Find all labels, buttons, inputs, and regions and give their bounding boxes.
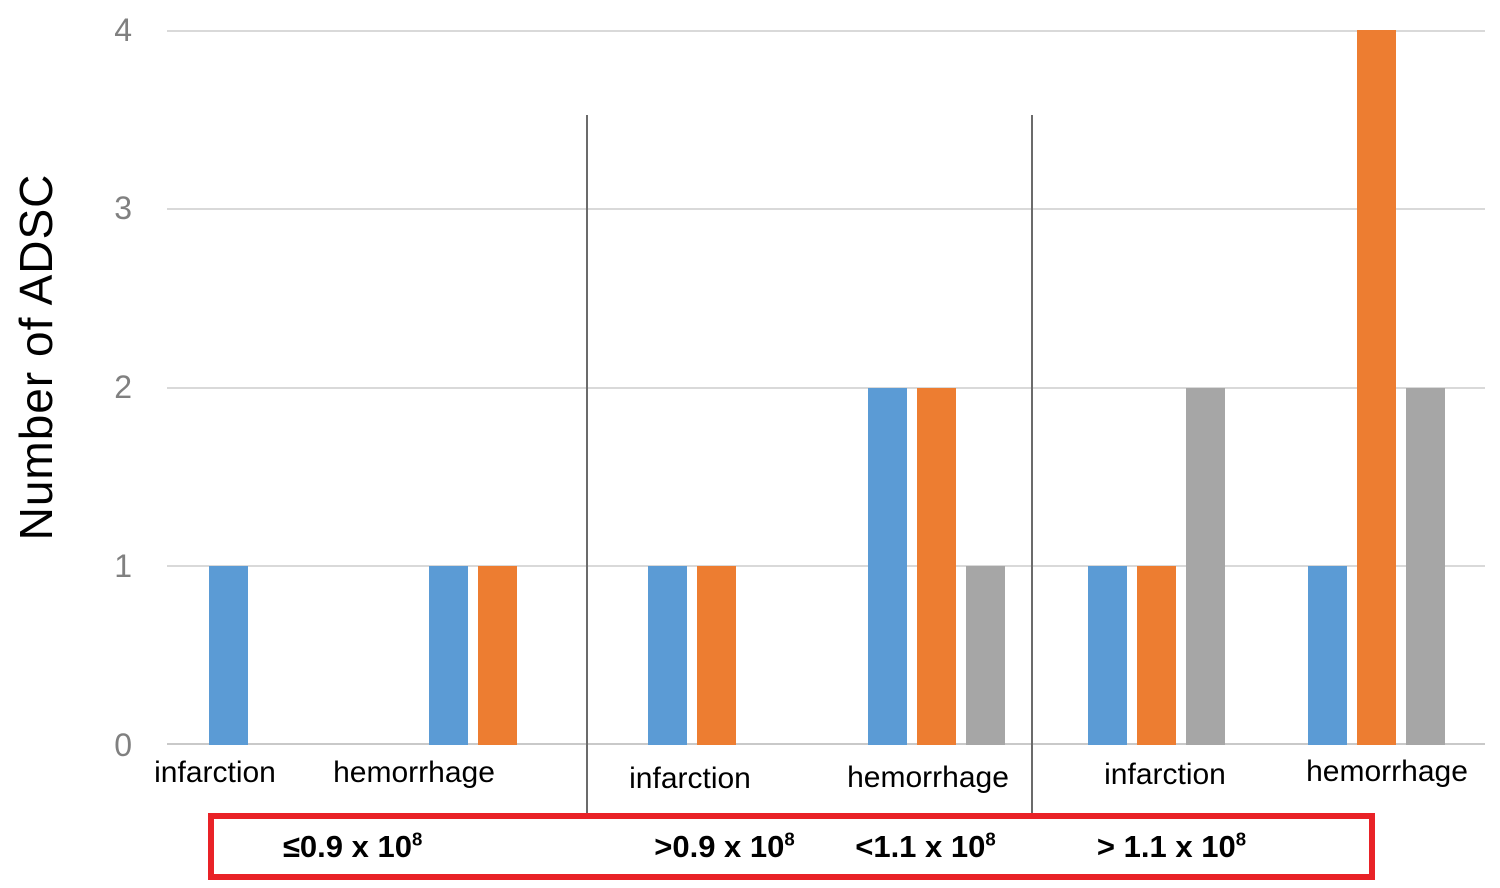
- group-divider-2: [1031, 115, 1033, 813]
- y-tick-1: 1: [114, 548, 132, 584]
- gridline-1: [167, 565, 1485, 567]
- category-label-infarction-3: infarction: [1104, 758, 1226, 791]
- bar-orange-cat6: [1356, 30, 1396, 745]
- gridline-2: [167, 387, 1485, 389]
- bar-blue-cat2: [428, 566, 468, 745]
- y-tick-2: 2: [114, 369, 132, 405]
- bar-gray-cat6: [1405, 387, 1445, 745]
- superscript-8: 8: [411, 828, 423, 850]
- category-label-infarction-2: infarction: [629, 762, 751, 795]
- gridline-3: [167, 208, 1485, 210]
- category-label-infarction-1: infarction: [154, 756, 276, 789]
- y-tick-0: 0: [114, 727, 132, 763]
- dose-label-lt-1p1: <1.1 x 108: [855, 828, 996, 864]
- bar-gray-cat5: [1185, 387, 1225, 745]
- category-label-hemorrhage-1: hemorrhage: [333, 756, 495, 789]
- plot-area: [167, 30, 1485, 745]
- bar-orange-cat5: [1136, 566, 1176, 745]
- y-axis-title: Number of ADSC: [10, 173, 62, 541]
- group-divider-1: [586, 115, 588, 813]
- bar-gray-cat4: [965, 566, 1005, 745]
- superscript-8: 8: [1235, 828, 1247, 850]
- y-tick-3: 3: [114, 190, 132, 226]
- bar-orange-cat4: [916, 387, 956, 745]
- bar-orange-cat2: [477, 566, 517, 745]
- dose-label-gt-1p1: > 1.1 x 108: [1096, 828, 1247, 864]
- gridline-4: [167, 30, 1485, 32]
- bar-blue-cat4: [867, 387, 907, 745]
- superscript-8: 8: [985, 828, 996, 850]
- dose-label-gt-0p9: >0.9 x 108: [654, 828, 795, 864]
- bar-blue-cat1: [208, 566, 248, 745]
- bar-blue-cat3: [647, 566, 687, 745]
- dose-range-box: ≤0.9 x 108 >0.9 x 108 <1.1 x 108 > 1.1 x…: [208, 813, 1375, 880]
- bar-orange-cat3: [696, 566, 736, 745]
- category-label-hemorrhage-2: hemorrhage: [847, 761, 1009, 794]
- y-tick-4: 4: [114, 12, 132, 48]
- dose-label-le-0p9: ≤0.9 x 108: [282, 828, 423, 864]
- category-label-hemorrhage-3: hemorrhage: [1306, 755, 1468, 788]
- bar-blue-cat6: [1307, 566, 1347, 745]
- x-axis-line: [167, 743, 1485, 745]
- bar-blue-cat5: [1087, 566, 1127, 745]
- superscript-8: 8: [784, 828, 795, 850]
